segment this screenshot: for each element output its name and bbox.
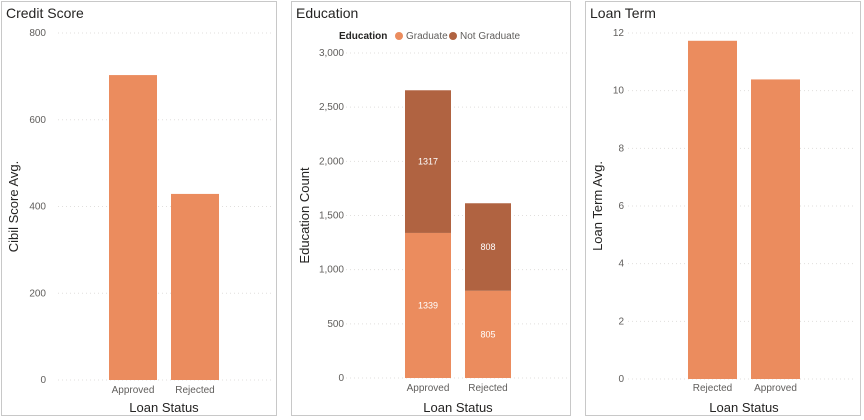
y-tick-label: 6 bbox=[618, 201, 624, 212]
y-tick-label: 800 bbox=[29, 28, 46, 39]
y-tick-label: 1,500 bbox=[319, 211, 344, 222]
legend-swatch bbox=[449, 32, 457, 40]
y-tick-label: 4 bbox=[618, 259, 624, 270]
legend-title: Education bbox=[339, 31, 387, 42]
x-axis-title: Loan Status bbox=[129, 400, 199, 415]
y-tick-label: 10 bbox=[613, 86, 625, 97]
data-label: 805 bbox=[480, 329, 495, 339]
x-tick-label: Rejected bbox=[175, 385, 214, 396]
bar-not-graduate-approved bbox=[405, 90, 451, 233]
y-tick-label: 600 bbox=[29, 115, 46, 126]
bar-not-graduate-rejected bbox=[465, 203, 511, 291]
education-chart: 0 500 1,000 1,500 2,000 2,500 3,000 1339 1317 805… bbox=[297, 31, 568, 415]
education-title: Education bbox=[296, 5, 359, 21]
bar-rejected bbox=[688, 40, 737, 379]
education-panel: Education 0 500 1,000 1,500 2,000 2,500 3,000 1… bbox=[291, 1, 571, 416]
y-axis-title: Education Count bbox=[297, 167, 312, 264]
x-tick-label: Approved bbox=[112, 385, 155, 396]
credit-score-title: Credit Score bbox=[6, 5, 84, 21]
y-tick-label: 1,000 bbox=[319, 265, 344, 276]
y-tick-label: 0 bbox=[618, 374, 624, 385]
credit-score-panel: Credit Score 0 200 400 600 800 Approved Reject… bbox=[1, 1, 277, 416]
credit-score-chart: 0 200 400 600 800 Approved Rejected Loan Status… bbox=[6, 28, 272, 415]
bar-approved bbox=[109, 75, 157, 380]
y-tick-label: 2 bbox=[618, 316, 624, 327]
y-tick-label: 0 bbox=[338, 373, 344, 384]
y-tick-label: 0 bbox=[40, 375, 46, 386]
legend-label: Graduate bbox=[406, 31, 448, 42]
y-tick-label: 2,000 bbox=[319, 156, 344, 167]
loan-term-panel: Loan Term 0 2 4 6 8 10 12 Rejected Approved Loan … bbox=[585, 1, 861, 416]
y-tick-label: 12 bbox=[613, 28, 625, 39]
bar-graduate-rejected bbox=[465, 290, 511, 378]
loan-term-chart: 0 2 4 6 8 10 12 Rejected Approved Loan Status Loan… bbox=[590, 28, 856, 415]
x-tick-label: Rejected bbox=[693, 383, 732, 394]
data-label: 1339 bbox=[418, 300, 438, 310]
x-tick-label: Approved bbox=[754, 383, 797, 394]
legend-swatch bbox=[395, 32, 403, 40]
x-tick-label: Rejected bbox=[468, 383, 507, 394]
x-tick-label: Approved bbox=[407, 383, 450, 394]
bar-approved bbox=[751, 79, 800, 380]
y-tick-label: 3,000 bbox=[319, 48, 344, 59]
bar-graduate-approved bbox=[405, 232, 451, 378]
x-axis-title: Loan Status bbox=[423, 400, 493, 415]
y-tick-label: 2,500 bbox=[319, 102, 344, 113]
y-tick-label: 200 bbox=[29, 288, 46, 299]
legend-label: Not Graduate bbox=[460, 31, 520, 42]
loan-term-title: Loan Term bbox=[590, 5, 656, 21]
y-tick-label: 500 bbox=[327, 319, 344, 330]
data-label: 1317 bbox=[418, 157, 438, 167]
y-tick-label: 8 bbox=[618, 143, 624, 154]
y-axis-title: Cibil Score Avg. bbox=[6, 161, 21, 253]
data-label: 808 bbox=[480, 242, 495, 252]
y-tick-label: 400 bbox=[29, 202, 46, 213]
y-axis-title: Loan Term Avg. bbox=[590, 161, 605, 251]
x-axis-title: Loan Status bbox=[709, 400, 779, 415]
bar-rejected bbox=[171, 193, 219, 380]
